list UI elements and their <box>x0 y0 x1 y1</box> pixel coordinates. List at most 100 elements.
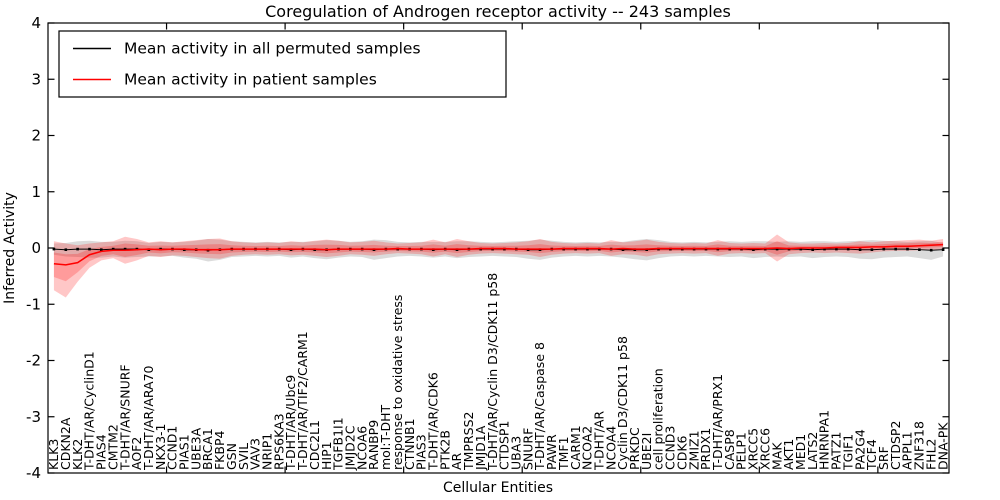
x-tick-label: UBA3 <box>508 436 523 470</box>
x-tick-label: RPS6KA3 <box>271 413 286 470</box>
x-tick-label: AR <box>449 452 464 470</box>
x-tick-label: HIP1 <box>319 441 334 470</box>
x-tick-label: CMTM2 <box>105 424 120 470</box>
x-tick-label: cell proliferation <box>651 368 666 470</box>
x-tick-label: PA2G4 <box>852 429 867 470</box>
x-tick-label: BRCA1 <box>200 428 215 470</box>
x-tick-label: SRF <box>876 446 891 470</box>
x-tick-label: VAV3 <box>248 438 263 470</box>
permuted-marker <box>88 247 91 251</box>
x-tick-label: PRKDC <box>627 427 642 470</box>
x-tick-label: TMF1 <box>556 436 571 471</box>
x-tick-label: CCND1 <box>165 426 180 470</box>
x-tick-label: FKBP4 <box>212 430 227 470</box>
permuted-marker <box>775 247 779 251</box>
permuted-marker <box>870 248 874 251</box>
x-tick-label: Cyclin D3/CDK11 p58 <box>615 336 630 470</box>
x-tick-label: APPL1 <box>900 431 915 470</box>
x-tick-label: PIAS1 <box>177 434 192 470</box>
x-tick-label: FHL2 <box>923 438 938 470</box>
x-tick-label: NRIP1 <box>260 433 275 470</box>
x-tick-label: response to oxidative stress <box>390 295 405 470</box>
x-tick-label: TGIF1 <box>840 434 855 471</box>
y-tick-label: -1 <box>26 295 41 313</box>
x-tick-label: ZMIZ1 <box>686 430 701 470</box>
x-tick-label: PIAS4 <box>94 434 109 470</box>
mean-lines <box>52 243 945 266</box>
confidence-bands <box>53 234 944 298</box>
x-tick-label: PATZ1 <box>829 432 844 470</box>
permuted-marker <box>835 247 838 251</box>
x-tick-label: GSN <box>224 443 239 470</box>
permuted-marker <box>906 247 909 251</box>
x-tick-label: MED1 <box>793 434 808 470</box>
x-tick-label: PTK2B <box>437 430 452 470</box>
x-tick-label: T-DHT/AR/SNURF <box>117 364 132 471</box>
legend-item-patient: Mean activity in patient samples <box>73 71 377 89</box>
y-axis-label: Inferred Activity <box>2 192 18 304</box>
y-tick-label: 2 <box>31 127 41 145</box>
x-tick-label: NCOA6 <box>354 426 369 470</box>
x-tick-label: SVIL <box>236 443 251 470</box>
x-tick-label: KLK3 <box>46 439 61 470</box>
x-tick-label: PAWR <box>544 434 559 470</box>
y-tick-label: -2 <box>26 352 41 370</box>
x-category-labels: KLK3CDKN2AKLK2T-DHT/AR/CyclinD1PIAS4CMTM… <box>46 273 950 471</box>
legend-item-permuted: Mean activity in all permuted samples <box>73 40 421 58</box>
permuted-marker <box>918 248 921 251</box>
legend-box <box>58 30 507 98</box>
x-tick-label: CTNNB1 <box>402 418 417 470</box>
x-tick-label: NKX3-1 <box>153 423 168 470</box>
x-tick-label: mol:T-DHT <box>378 404 393 470</box>
x-tick-label: CTDSP2 <box>888 421 903 470</box>
y-tick-label: 3 <box>31 70 41 88</box>
permuted-marker <box>76 247 79 251</box>
x-tick-label: XRCC6 <box>757 428 772 470</box>
permuted-marker <box>52 247 56 251</box>
legend: Mean activity in all permuted samples Me… <box>58 30 507 98</box>
x-tick-label: NCOA4 <box>603 426 618 470</box>
x-tick-label: JMJD1A <box>473 425 488 471</box>
x-tick-label: CASP8 <box>722 429 737 470</box>
y-tick-labels: 4 3 2 1 0 -1 -2 -3 -4 <box>26 14 41 482</box>
x-axis-label: Cellular Entities <box>443 480 553 496</box>
x-tick-label: AKT1 <box>781 439 796 470</box>
permuted-marker <box>123 247 127 251</box>
permuted-marker <box>621 248 625 251</box>
x-tick-label: T-DHT/AR/Cyclin D3/CDK11 p58 <box>485 273 500 471</box>
x-tick-label: HNRNPA1 <box>817 410 832 470</box>
axis-ticks <box>48 22 949 474</box>
legend-label-patient: Mean activity in patient samples <box>124 71 377 89</box>
x-tick-label: T-DHT/AR/ARA70 <box>141 365 156 471</box>
x-tick-label: T-DHT/AR/CDK6 <box>425 372 440 471</box>
x-tick-label: PRDX1 <box>698 428 713 470</box>
x-tick-label: UBE2I <box>639 433 654 470</box>
permuted-marker <box>894 247 897 251</box>
x-tick-label: DNA-PK <box>935 422 950 470</box>
permuted-marker <box>111 247 115 251</box>
x-tick-label: LATS2 <box>805 432 820 470</box>
legend-label-permuted: Mean activity in all permuted samples <box>124 40 421 58</box>
x-tick-label: CARM1 <box>568 425 583 470</box>
x-tick-label: KLK2 <box>70 439 85 470</box>
x-tick-label: CDKN2A <box>58 417 73 470</box>
x-tick-label: CDC2L1 <box>307 420 322 470</box>
x-tick-label: UBE3A <box>188 427 203 470</box>
permuted-marker <box>100 248 103 251</box>
chart-title: Coregulation of Androgen receptor activi… <box>265 2 731 21</box>
patient-band-inner <box>53 241 944 282</box>
y-tick-label: 1 <box>31 183 41 201</box>
x-tick-label: T-DHT/AR/PRX1 <box>710 374 725 471</box>
y-tick-label: 4 <box>31 14 41 32</box>
permuted-marker <box>846 247 850 251</box>
x-tick-label: T-DHT/AR/TIF2/CARM1 <box>295 331 310 471</box>
x-tick-label: PELP1 <box>734 432 749 470</box>
patient-mean-line <box>53 243 944 266</box>
permuted-marker <box>823 247 826 251</box>
x-tick-label: NCOA2 <box>580 426 595 470</box>
y-tick-label: -3 <box>26 408 41 426</box>
x-tick-label: CTDSP1 <box>497 421 512 470</box>
permuted-marker <box>858 248 862 251</box>
